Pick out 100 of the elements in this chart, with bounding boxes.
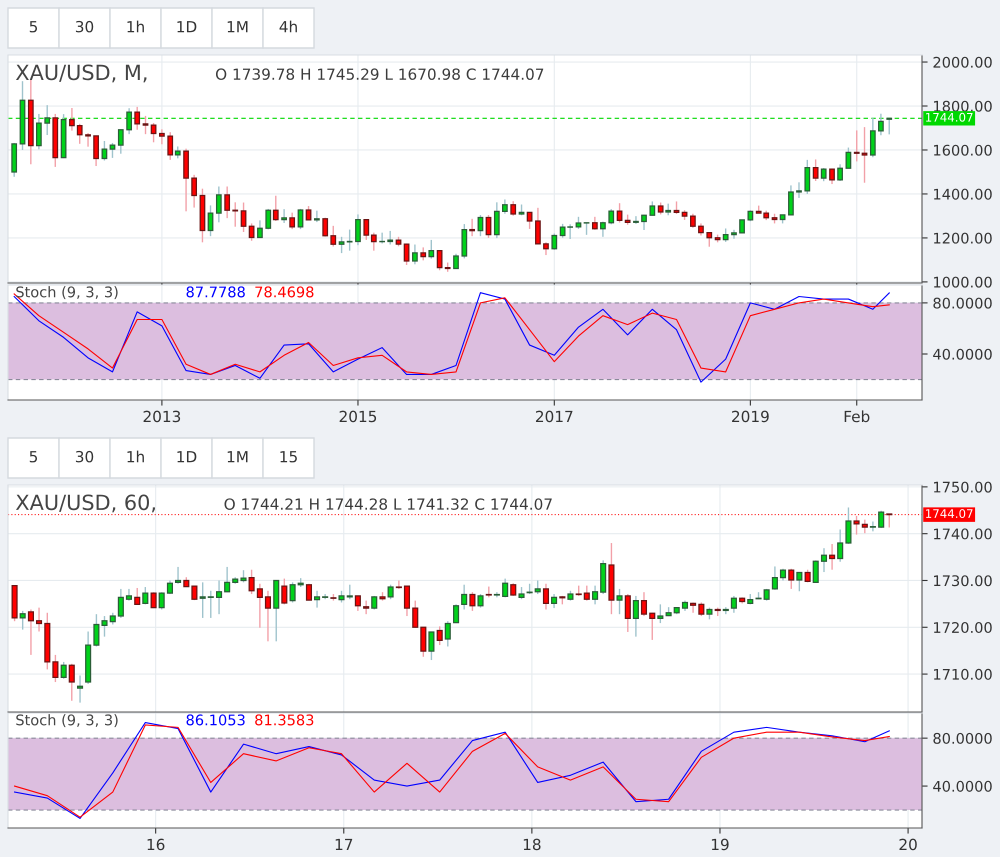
candlestick: [208, 204, 214, 237]
candlestick: [870, 520, 876, 532]
x-tick-label: 2017: [536, 410, 572, 422]
candlestick: [240, 569, 247, 584]
candlestick: [150, 591, 157, 609]
candlestick: [658, 202, 664, 216]
candlestick: [102, 140, 108, 162]
ref-line-label: 1744.07: [926, 112, 973, 122]
candlestick: [796, 182, 802, 199]
candlestick: [543, 242, 549, 256]
y-tick-label: 1710.00: [934, 668, 992, 680]
candlestick: [36, 113, 42, 150]
candlestick: [110, 612, 116, 626]
candlestick: [502, 578, 508, 598]
candlestick: [526, 211, 532, 230]
y-tick-label: 1600.00: [934, 144, 992, 156]
candlestick: [338, 236, 344, 254]
candlestick: [747, 593, 754, 606]
candlestick: [44, 104, 50, 136]
candlestick: [542, 583, 550, 610]
candlestick: [526, 583, 533, 595]
candlestick: [379, 232, 386, 244]
candlestick: [846, 146, 852, 169]
candlestick: [159, 128, 165, 145]
candlestick: [518, 204, 524, 216]
candlestick: [306, 205, 312, 221]
candlestick: [722, 228, 729, 243]
text: 1h: [127, 20, 144, 32]
candlestick: [174, 566, 182, 584]
y-tick-label: 1400.00: [934, 188, 992, 200]
candlestick: [772, 213, 778, 224]
candlestick: [616, 202, 622, 224]
x-tick-label: 16: [148, 838, 164, 850]
candlestick: [126, 588, 132, 602]
candlestick: [510, 200, 516, 216]
candlestick: [616, 588, 623, 615]
candlestick: [134, 106, 140, 130]
chart-title: XAU/USD, M,: [16, 64, 146, 82]
candlestick: [747, 210, 754, 222]
candlestick: [101, 615, 108, 638]
y-tick-label: 40.0000: [933, 348, 992, 360]
candlestick: [453, 253, 459, 270]
candlestick: [371, 595, 378, 610]
candlestick: [862, 518, 868, 534]
candlestick: [264, 590, 272, 642]
candlestick: [600, 220, 606, 238]
candlestick: [469, 218, 475, 237]
y-tick-label: 1000.00: [934, 276, 992, 288]
candlestick: [436, 250, 442, 271]
candlestick: [486, 214, 492, 239]
text: 4h: [280, 20, 297, 32]
candlestick: [93, 613, 100, 648]
candlestick: [444, 262, 451, 272]
candlestick: [862, 126, 868, 184]
candlestick: [567, 590, 574, 602]
candlestick: [812, 560, 819, 584]
candlestick: [346, 584, 353, 600]
candlestick: [706, 231, 712, 248]
x-tick-label: 2015: [340, 410, 376, 422]
candlestick: [592, 584, 598, 606]
candlestick: [535, 207, 541, 245]
candlestick: [354, 595, 361, 612]
candlestick: [257, 220, 263, 239]
candlestick: [657, 604, 664, 624]
candlestick: [592, 216, 598, 230]
candlestick: [363, 600, 370, 615]
text: O 1739.78 H 1745.29 L 1670.98 C 1744.07: [216, 68, 544, 80]
candlestick: [363, 218, 370, 241]
x-tick-label: 2019: [732, 410, 769, 422]
candlestick: [412, 600, 418, 628]
candlestick: [624, 214, 631, 226]
candlestick: [436, 626, 443, 646]
x-tick-label: 17: [336, 838, 352, 850]
candlestick: [118, 588, 124, 619]
candlestick: [690, 602, 696, 614]
text: 1M: [228, 451, 248, 462]
candlestick: [444, 620, 451, 648]
candlestick: [608, 208, 614, 225]
x-tick-label: 19: [712, 838, 729, 850]
text: 87.7788: [186, 286, 245, 298]
candlestick: [682, 600, 688, 612]
candlestick: [370, 232, 377, 252]
candlestick: [641, 214, 647, 231]
candlestick: [829, 168, 835, 185]
candlestick: [560, 223, 566, 238]
chart-title: Stoch (9, 3, 3): [16, 714, 118, 728]
candlestick: [306, 583, 312, 602]
candlestick: [289, 212, 296, 230]
ref-line-label: 1744.07: [926, 509, 973, 518]
candlestick: [68, 663, 75, 702]
candlestick: [387, 230, 394, 246]
y-tick-label: 80.0000: [933, 732, 992, 744]
candlestick: [788, 568, 794, 590]
candlestick: [216, 580, 222, 615]
series-label: 86.1053: [186, 714, 245, 726]
candlestick: [428, 239, 434, 260]
candlestick: [494, 202, 500, 239]
candlestick: [698, 222, 704, 236]
candlestick: [690, 213, 696, 229]
candlestick: [396, 236, 402, 247]
